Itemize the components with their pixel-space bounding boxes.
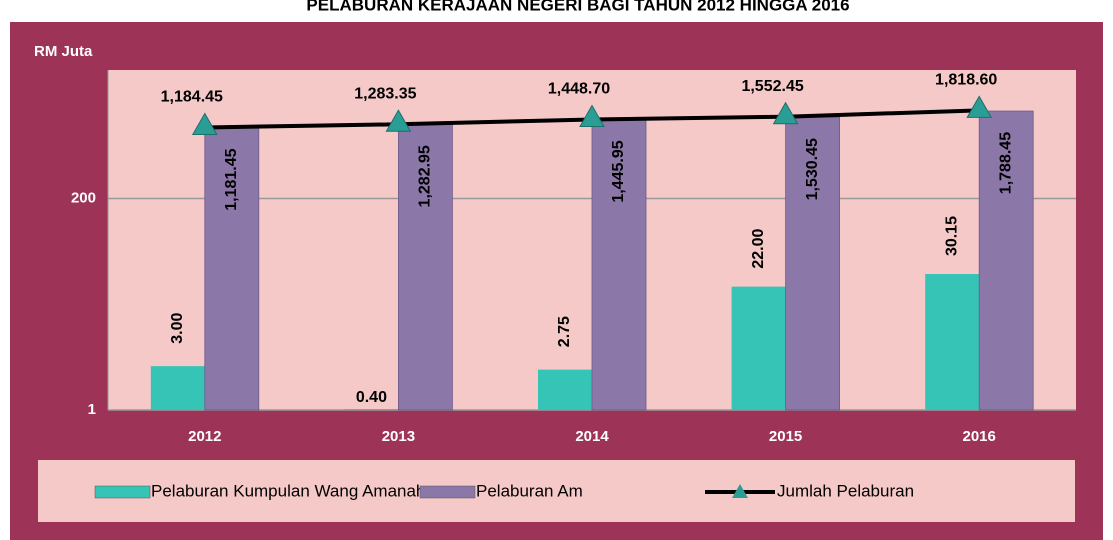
y-tick-label: 1 — [88, 401, 96, 418]
y-tick-label: 200 — [71, 189, 96, 206]
line-marker — [385, 109, 412, 132]
data-label: 1,282.95 — [417, 145, 434, 207]
x-tick-label: 2013 — [382, 428, 415, 445]
legend-marker — [732, 484, 748, 498]
bar — [785, 116, 840, 411]
bar — [591, 119, 647, 411]
data-label: 1,283.35 — [354, 86, 416, 103]
line-marker — [966, 95, 993, 118]
bar — [731, 286, 786, 410]
bar — [538, 369, 592, 410]
data-label: 2.75 — [556, 316, 573, 347]
bar — [397, 123, 453, 411]
y-axis-label: RM Juta — [34, 43, 93, 60]
legend-box — [38, 460, 1075, 522]
data-label: 1,818.60 — [935, 72, 997, 89]
data-label: 22.00 — [750, 228, 767, 268]
legend-label: Pelaburan Am — [476, 481, 583, 500]
legend-label: Pelaburan Kumpulan Wang Amanah — [151, 481, 425, 500]
line-marker — [191, 112, 218, 135]
data-label: 1,530.45 — [804, 138, 821, 200]
legend-label: Jumlah Pelaburan — [777, 481, 914, 500]
bar — [344, 409, 399, 410]
legend-swatch — [94, 485, 151, 499]
bar — [150, 366, 205, 410]
data-label: 1,181.45 — [223, 148, 240, 210]
data-label: 1,788.45 — [997, 132, 1014, 194]
data-label: 1,445.95 — [610, 140, 627, 202]
data-label: 1,184.45 — [161, 89, 223, 106]
bar — [925, 274, 980, 410]
x-tick-label: 2016 — [963, 428, 996, 445]
bar — [978, 110, 1034, 411]
data-label: 1,448.70 — [548, 81, 610, 98]
line-marker — [579, 104, 605, 127]
x-tick-label: 2012 — [188, 428, 221, 445]
chart-title: PELABURAN KERAJAAN NEGERI BAGI TAHUN 201… — [306, 0, 849, 14]
line-marker — [772, 101, 799, 125]
data-label: 3.00 — [169, 312, 186, 343]
x-tick-label: 2015 — [769, 428, 802, 445]
x-tick-label: 2014 — [575, 428, 609, 445]
data-label: 0.40 — [356, 389, 387, 406]
data-label: 1,552.45 — [741, 78, 803, 95]
legend-swatch — [419, 485, 476, 499]
data-label: 30.15 — [943, 216, 960, 256]
bar — [204, 127, 260, 411]
